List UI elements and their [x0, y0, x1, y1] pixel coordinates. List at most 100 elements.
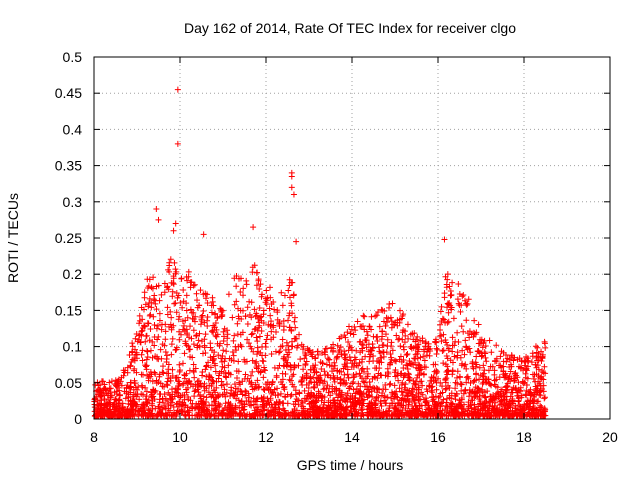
data-point	[353, 347, 360, 354]
data-point	[431, 402, 438, 409]
data-point	[213, 378, 220, 385]
data-point	[152, 387, 159, 394]
data-point	[443, 412, 450, 419]
data-point	[482, 379, 489, 386]
data-point	[433, 345, 440, 352]
data-point	[462, 386, 469, 393]
data-point	[397, 343, 404, 350]
data-point	[234, 320, 241, 327]
data-point	[464, 346, 471, 353]
data-point	[389, 347, 396, 354]
data-point	[277, 390, 284, 397]
data-point	[187, 284, 194, 291]
data-point	[178, 275, 185, 282]
data-point	[491, 377, 498, 384]
data-point	[433, 386, 440, 393]
data-point	[187, 397, 194, 404]
data-point	[405, 410, 412, 417]
data-point	[489, 405, 496, 412]
data-point	[113, 383, 120, 390]
x-tick-label: 8	[90, 429, 98, 445]
data-point	[372, 365, 379, 372]
data-point	[237, 275, 244, 282]
data-point	[191, 281, 198, 288]
data-point	[479, 388, 486, 395]
data-point	[471, 317, 478, 324]
data-point	[540, 382, 547, 389]
data-point	[444, 304, 451, 311]
data-point	[507, 378, 514, 385]
data-point	[354, 318, 361, 325]
data-point	[167, 256, 174, 263]
data-point	[382, 322, 389, 329]
data-point	[141, 294, 148, 301]
data-point	[259, 401, 266, 408]
data-point	[230, 357, 237, 364]
data-point	[449, 334, 456, 341]
data-point	[437, 379, 444, 386]
data-point	[183, 342, 190, 349]
data-point	[148, 284, 155, 291]
data-point	[255, 384, 262, 391]
data-point	[178, 402, 185, 409]
data-point	[170, 403, 177, 410]
data-point	[479, 380, 486, 387]
data-point	[464, 410, 471, 417]
data-point	[219, 352, 226, 359]
data-point	[364, 365, 371, 372]
data-point	[194, 304, 201, 311]
data-point	[243, 281, 250, 288]
data-point	[293, 344, 300, 351]
data-point	[447, 357, 454, 364]
data-point	[485, 407, 492, 414]
data-point	[183, 307, 190, 314]
data-point	[216, 403, 223, 410]
data-point	[247, 372, 254, 379]
data-point	[380, 386, 387, 393]
data-point	[279, 343, 286, 350]
data-point	[110, 401, 117, 408]
data-point	[127, 389, 134, 396]
data-point	[147, 369, 154, 376]
data-point	[365, 348, 372, 355]
data-point	[110, 411, 117, 418]
data-point	[396, 335, 403, 342]
data-point	[176, 361, 183, 368]
data-point	[171, 300, 178, 307]
data-point	[318, 349, 325, 356]
data-point	[530, 375, 537, 382]
data-point	[219, 411, 226, 418]
data-point	[156, 408, 163, 415]
data-point	[170, 413, 177, 420]
y-tick-label: 0.2	[63, 266, 83, 282]
data-point	[535, 350, 542, 357]
data-point	[315, 405, 322, 412]
data-point	[274, 307, 281, 314]
data-point	[123, 385, 130, 392]
data-point	[220, 347, 227, 354]
data-point	[230, 352, 237, 359]
data-point	[444, 371, 451, 378]
data-point	[201, 336, 208, 343]
data-point	[462, 300, 469, 307]
data-point	[162, 328, 169, 335]
data-point	[403, 352, 410, 359]
data-point	[131, 365, 138, 372]
data-point	[169, 335, 176, 342]
data-point	[366, 358, 373, 365]
data-point	[456, 373, 463, 380]
data-point	[423, 406, 430, 413]
data-point	[162, 405, 169, 412]
axis-ticks: 8 10 12 14 16 18 20 0 0.05 0.1 0.15 0.2 0.25 0.3 0.35 0…	[55, 49, 618, 445]
data-point	[288, 173, 295, 180]
data-point	[480, 373, 487, 380]
data-point	[199, 368, 206, 375]
data-point	[224, 327, 231, 334]
data-point	[315, 351, 322, 358]
data-point	[476, 364, 483, 371]
data-point	[346, 353, 353, 360]
data-point	[492, 399, 499, 406]
data-point	[319, 395, 326, 402]
data-point	[364, 332, 371, 339]
data-point	[384, 336, 391, 343]
